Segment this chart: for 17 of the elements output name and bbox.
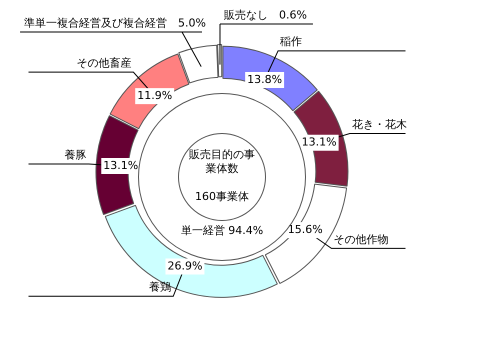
data-label: 11.9% (137, 88, 172, 102)
slice-label: 販売なし 0.6% (224, 8, 307, 22)
text: 販売目的の事業体数 (189, 148, 255, 175)
text: 160事業体 (195, 190, 249, 203)
data-label: 13.1% (103, 158, 138, 172)
slice-label: 養豚 (64, 148, 87, 162)
data-label: 15.6% (288, 222, 323, 236)
slice-label: 養鶏 (149, 280, 172, 294)
data-label: 13.8% (247, 72, 282, 86)
slice-label: 花き・花木 (352, 118, 407, 131)
slice-label: その他畜産 (76, 56, 132, 70)
data-label: 26.9% (167, 259, 202, 272)
slice-label: 稲作 (280, 35, 302, 48)
slice-label: 準単一複合経営及び複合経営 5.0% (24, 16, 206, 30)
slice-label: その他作物 (333, 232, 388, 246)
text: 単一経営 94.4% (180, 224, 264, 237)
data-label: 13.1% (302, 136, 337, 149)
